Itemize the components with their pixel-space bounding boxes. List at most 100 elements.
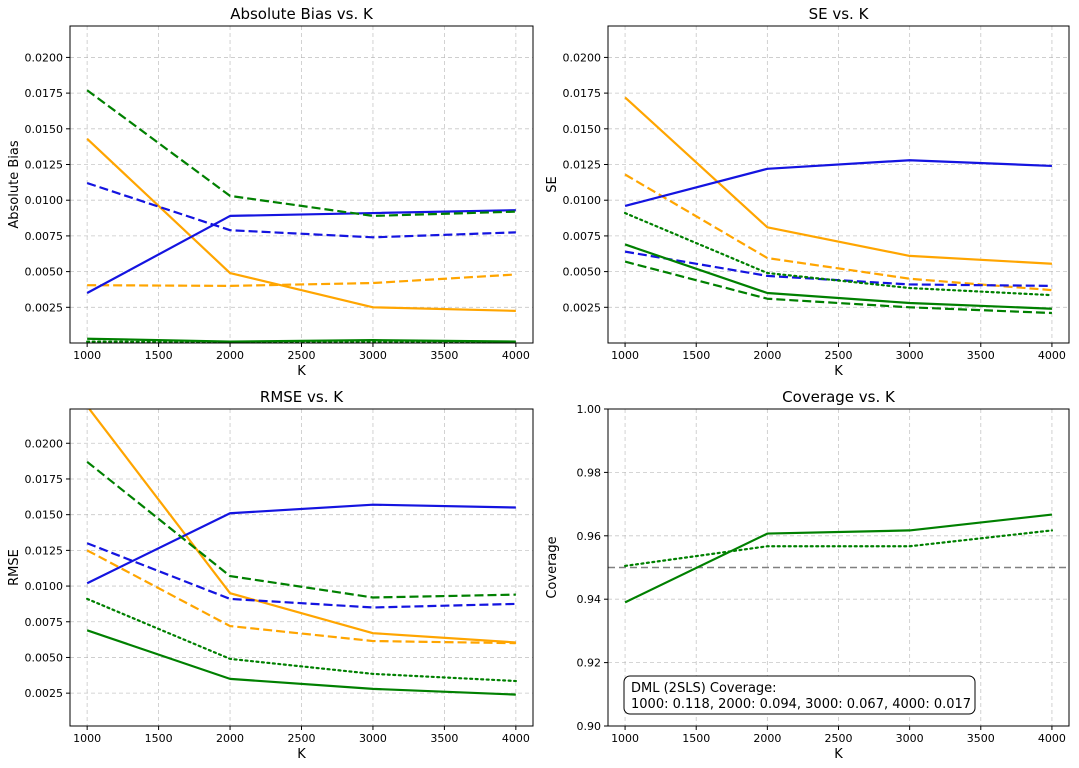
series-line-dashed [86,549,516,645]
y-tick-label: 0.0175 [25,473,64,486]
y-tick-label: 0.92 [577,657,602,670]
y-tick-label: 0.0100 [25,194,64,207]
annotation-box [623,675,976,715]
x-axis-label: K [297,747,306,762]
series-line-dotted [86,597,517,683]
y-tick-label: 1.00 [577,403,602,416]
series-line-solid [87,409,516,644]
series-line-solid [86,209,516,294]
series-line-solid [624,243,1052,310]
y-tick-label: 0.0150 [25,509,64,522]
y-axis-label: RMSE [7,549,22,586]
annotation-line-1: DML (2SLS) Coverage: [631,681,777,696]
x-tick-label: 3500 [430,349,458,362]
series-line-solid [86,503,516,585]
x-tick-label: 2500 [288,732,316,745]
y-tick-label: 0.0175 [563,87,602,100]
series-group [623,513,1054,604]
series-line-solid [624,159,1052,207]
x-tick-label: 2000 [753,349,781,362]
y-tick-label: 0.90 [577,720,602,733]
x-tick-label: 4000 [1038,732,1066,745]
x-axis-label: K [834,364,843,379]
x-tick-label: 3000 [359,732,387,745]
grid [608,408,1069,727]
grid [70,26,533,343]
series-line-dashed [87,273,516,287]
x-axis-label: K [297,364,306,379]
y-tick-label: 0.0125 [563,159,602,172]
series-group [86,409,517,696]
y-axis-label: SE [545,176,560,192]
y-axis-label: Coverage [545,536,560,598]
y-tick-label: 0.98 [577,466,602,479]
x-tick-label: 3000 [896,732,924,745]
y-tick-label: 0.0050 [25,651,64,664]
y-tick-label: 0.0125 [25,159,64,172]
y-tick-label: 0.0200 [563,51,602,64]
x-tick-label: 4000 [502,732,530,745]
panel-title: Absolute Bias vs. K [230,5,374,23]
y-tick-label: 0.0125 [25,544,64,557]
x-tick-label: 3500 [430,732,458,745]
y-tick-label: 0.0025 [563,301,602,314]
rmse-panel: 1000 1500 2000 2500 3000 3500 4000 0.0025 0.0050… [7,388,534,762]
annotation-line-2: 1000: 0.118, 2000: 0.094, 3000: 0.067, 4… [631,697,971,712]
coverage-panel: 1000 1500 2000 2500 3000 3500 4000 0.90 0.92 0.94… [545,388,1070,762]
x-tick-label: 2500 [825,732,853,745]
x-tick-label: 1500 [145,349,173,362]
panel-title: SE vs. K [809,5,870,23]
x-tick-label: 4000 [502,349,530,362]
series-line-solid [624,96,1052,265]
x-tick-label: 1500 [682,349,710,362]
panel-title: RMSE vs. K [260,388,344,406]
y-tick-label: 0.0200 [25,51,64,64]
x-tick-label: 1500 [145,732,173,745]
x-tick-label: 3000 [896,349,924,362]
grid [608,26,1069,343]
y-tick-label: 0.94 [577,593,602,606]
series-line-dashed [624,260,1052,315]
x-tick-label: 2500 [288,349,316,362]
y-tick-label: 0.0050 [25,266,64,279]
series-line-dashed [86,542,516,609]
series-line-dashed [86,460,516,599]
x-tick-label: 1000 [611,732,639,745]
y-tick-label: 0.0100 [563,194,602,207]
se-panel: 1000 1500 2000 2500 3000 3500 4000 0.0025 0.0050… [545,5,1070,379]
series-line-dashed [86,89,516,218]
series-line-dashed [86,182,516,239]
x-tick-label: 3000 [359,349,387,362]
grid [70,409,533,726]
x-tick-label: 3500 [967,349,995,362]
coverage-annotation: DML (2SLS) Coverage:1000: 0.118, 2000: 0… [623,675,976,715]
series-line-solid [86,138,516,312]
y-tick-label: 0.96 [577,530,602,543]
x-axis-label: K [834,747,843,762]
y-tick-label: 0.0025 [25,687,64,700]
x-tick-label: 1000 [73,732,101,745]
series-group [623,96,1054,315]
y-tick-label: 0.0025 [25,301,64,314]
series-line-solid [86,629,516,696]
y-tick-label: 0.0075 [25,616,64,629]
x-tick-label: 4000 [1038,349,1066,362]
series-line-dotted [86,340,517,343]
y-tick-label: 0.0175 [25,87,64,100]
absolute-bias-panel: 1000 1500 2000 2500 3000 3500 4000 0.0025 0.0050… [7,5,534,379]
x-tick-label: 1000 [611,349,639,362]
x-tick-label: 1000 [73,349,101,362]
x-tick-label: 2500 [825,349,853,362]
series-line-dotted [623,211,1054,297]
y-tick-label: 0.0050 [563,266,602,279]
y-tick-label: 0.0150 [563,123,602,136]
y-axis-label: Absolute Bias [7,140,22,228]
series-group [86,89,517,343]
panel-title: Coverage vs. K [782,388,896,406]
y-tick-label: 0.0100 [25,580,64,593]
x-tick-label: 1500 [682,732,710,745]
y-tick-label: 0.0075 [563,230,602,243]
x-tick-label: 2000 [216,732,244,745]
y-tick-label: 0.0150 [25,123,64,136]
